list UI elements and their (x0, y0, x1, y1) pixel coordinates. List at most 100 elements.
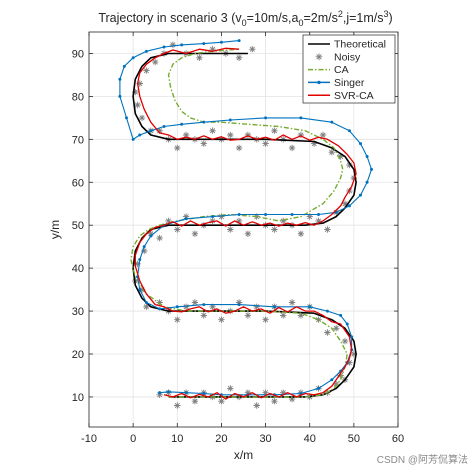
title-part: =2m/s (303, 11, 337, 25)
singer-point (365, 155, 369, 159)
singer-point (131, 56, 135, 60)
noisy-marker (134, 260, 141, 267)
singer-point (237, 303, 241, 307)
noisy-marker (315, 316, 322, 323)
noisy-marker (218, 398, 225, 405)
noisy-marker (209, 127, 216, 134)
legend-label: SVR-CA (334, 90, 374, 102)
noisy-marker (209, 217, 216, 225)
singer-point (237, 39, 241, 43)
noisy-marker (341, 200, 349, 207)
noisy-marker (319, 131, 327, 139)
x-tick-label: 20 (215, 433, 227, 445)
noisy-marker (134, 101, 141, 109)
noisy-marker (209, 46, 216, 53)
singer-point (290, 212, 294, 216)
singer-point (162, 124, 166, 128)
noisy-marker (244, 312, 252, 319)
x-tick-label: -10 (81, 433, 97, 445)
legend-entry-svr: SVR-CA (308, 90, 374, 102)
noisy-marker (262, 316, 269, 323)
x-tick-label: 30 (259, 433, 271, 445)
title-part: =10m/s,a (247, 11, 299, 25)
singer-point (350, 335, 354, 339)
singer-point (202, 392, 206, 396)
noisy-marker (191, 398, 199, 405)
noisy-marker (324, 329, 331, 336)
y-tick-label: 90 (72, 48, 84, 60)
axes: -10 0 10 20 30 40 50 60 10 20 30 40 50 60 70 80 90 (72, 31, 404, 445)
noisy-marker (306, 213, 313, 220)
x-tick-label: 10 (171, 433, 183, 445)
y-tick-label: 80 (72, 91, 84, 103)
noisy-marker (174, 226, 181, 233)
noisy-marker (310, 140, 318, 147)
noisy-marker (174, 316, 181, 323)
singer-point (264, 116, 268, 120)
title-part: 3 (384, 9, 389, 19)
series-ca (130, 48, 348, 398)
singer-point (138, 258, 142, 262)
singer-point (166, 390, 170, 394)
title-part: 0 (298, 18, 303, 28)
singer-point (330, 378, 334, 382)
noisy-marker (315, 217, 322, 225)
csdn-watermark: CSDN @阿芳侃算法 (376, 455, 468, 466)
noisy-marker (165, 217, 172, 225)
singer-point (149, 234, 153, 238)
noisy-marker (156, 391, 163, 398)
legend-entry-singer: Singer (308, 77, 365, 89)
singer-point (125, 116, 129, 120)
noisy-marker (235, 54, 243, 61)
noisy-marker (249, 46, 256, 53)
noisy-marker (182, 303, 190, 310)
noisy-marker (315, 53, 323, 61)
series-line-svr (134, 47, 357, 400)
noisy-marker (209, 303, 216, 310)
noisy-marker (271, 226, 278, 233)
singer-point (330, 120, 334, 124)
noisy-marker (350, 350, 358, 358)
singer-point (142, 245, 146, 249)
singer-point (202, 42, 206, 46)
singer-point (131, 137, 135, 141)
noisy-marker (262, 389, 269, 396)
singer-point (149, 129, 153, 133)
y-axis-label: y/m (48, 220, 62, 239)
noisy-marker (174, 402, 181, 409)
singer-point (365, 180, 369, 184)
noisy-marker (182, 131, 190, 139)
noisy-marker (138, 114, 146, 122)
noisy-marker (337, 372, 344, 379)
singer-point (317, 212, 321, 216)
noisy-marker (156, 234, 163, 242)
series-noisy (132, 41, 358, 409)
x-axis-label: x/m (234, 448, 253, 462)
noisy-marker (244, 230, 252, 237)
series-svr (134, 47, 357, 400)
noisy-marker (191, 230, 199, 237)
noisy-marker (297, 230, 305, 237)
singer-point (264, 212, 268, 216)
title-part: ,j=1m/s (343, 11, 384, 25)
noisy-marker (191, 299, 199, 306)
noisy-marker (200, 140, 207, 147)
noisy-marker (156, 299, 163, 306)
legend-entry-ca: CA (308, 64, 349, 76)
singer-point (158, 391, 162, 395)
legend-entry-theoretical: Theoretical (308, 39, 386, 51)
noisy-marker (350, 174, 358, 182)
noisy-marker (244, 131, 252, 139)
singer-point (347, 129, 351, 133)
series-line-theoretical (132, 52, 357, 398)
legend-label: CA (334, 64, 349, 76)
singer-point (184, 391, 188, 395)
x-tick-label: 60 (392, 433, 404, 445)
noisy-marker (280, 312, 287, 319)
noisy-marker (200, 312, 207, 319)
noisy-marker (227, 226, 234, 233)
singer-point (138, 288, 142, 292)
singer-point (184, 217, 188, 221)
noisy-marker (288, 144, 296, 152)
